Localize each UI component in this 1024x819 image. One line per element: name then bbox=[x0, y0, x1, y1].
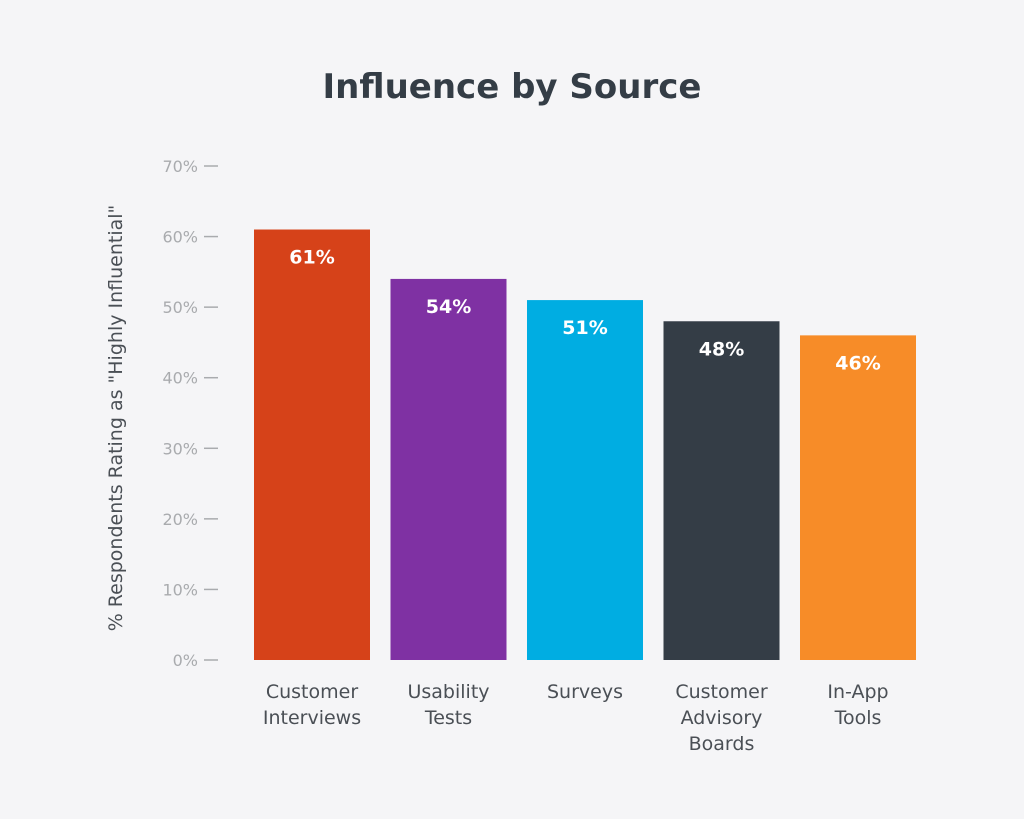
y-tick-label: 0% bbox=[173, 651, 198, 670]
category-label: Customer Advisory Boards bbox=[675, 681, 767, 755]
bars: 61% 54% 51% 48% 46% bbox=[254, 229, 916, 660]
category-label: Customer Interviews bbox=[263, 681, 361, 729]
y-tick-label: 60% bbox=[162, 228, 198, 247]
y-tick-label: 40% bbox=[162, 369, 198, 388]
bar bbox=[527, 300, 643, 660]
bar-value-label: 61% bbox=[289, 247, 334, 269]
bar bbox=[254, 229, 370, 660]
y-tick-label: 20% bbox=[162, 510, 198, 529]
y-tick-label: 70% bbox=[162, 157, 198, 176]
y-tick-label: 50% bbox=[162, 298, 198, 317]
category-label: Usability Tests bbox=[407, 681, 489, 729]
bar-value-label: 51% bbox=[562, 317, 607, 339]
bar bbox=[390, 278, 507, 660]
category-label: In-App Tools bbox=[827, 681, 888, 729]
y-tick-label: 10% bbox=[162, 580, 198, 599]
bar-value-label: 46% bbox=[835, 352, 880, 374]
bar-value-label: 48% bbox=[699, 338, 744, 360]
bar bbox=[800, 335, 916, 660]
chart-title: Influence by Source bbox=[323, 67, 702, 107]
bar-value-label: 54% bbox=[426, 296, 471, 318]
y-axis: 0% 10% 20% 30% 40% 50% 60% 70% bbox=[162, 157, 218, 670]
bar bbox=[663, 321, 780, 660]
category-label: Surveys bbox=[547, 681, 623, 703]
x-axis: Customer Interviews Usability Tests Surveys C… bbox=[263, 681, 889, 755]
y-tick-label: 30% bbox=[162, 439, 198, 458]
y-axis-label: % Respondents Rating as "Highly Influent… bbox=[105, 205, 127, 632]
